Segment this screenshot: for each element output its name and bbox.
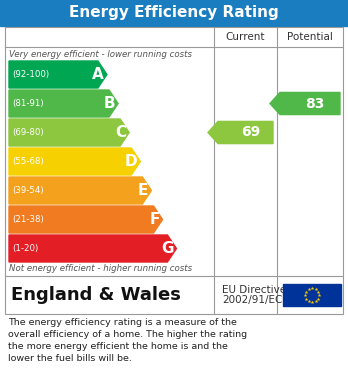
- Text: (1-20): (1-20): [12, 244, 38, 253]
- Text: Very energy efficient - lower running costs: Very energy efficient - lower running co…: [9, 50, 192, 59]
- Polygon shape: [270, 92, 340, 115]
- Text: England & Wales: England & Wales: [11, 286, 181, 304]
- Polygon shape: [9, 90, 118, 117]
- Text: 83: 83: [305, 97, 325, 111]
- Text: 69: 69: [241, 126, 260, 140]
- Polygon shape: [9, 206, 163, 233]
- Text: F: F: [149, 212, 159, 227]
- Text: A: A: [92, 67, 104, 82]
- Text: (55-68): (55-68): [12, 157, 44, 166]
- Text: C: C: [115, 125, 126, 140]
- Polygon shape: [9, 61, 107, 88]
- Text: (21-38): (21-38): [12, 215, 44, 224]
- Text: (92-100): (92-100): [12, 70, 49, 79]
- Text: 2002/91/EC: 2002/91/EC: [222, 295, 282, 305]
- Polygon shape: [9, 119, 129, 146]
- Bar: [0, 0, 348, 26]
- Bar: [5, 27, 343, 314]
- Text: Not energy efficient - higher running costs: Not energy efficient - higher running co…: [9, 264, 192, 273]
- Text: (39-54): (39-54): [12, 186, 44, 195]
- Text: E: E: [138, 183, 148, 198]
- Text: EU Directive: EU Directive: [222, 285, 286, 295]
- Text: Current: Current: [226, 32, 265, 42]
- Text: Energy Efficiency Rating: Energy Efficiency Rating: [69, 5, 279, 20]
- Text: (69-80): (69-80): [12, 128, 44, 137]
- Polygon shape: [9, 177, 151, 204]
- Text: G: G: [161, 241, 173, 256]
- Text: D: D: [125, 154, 137, 169]
- Text: Potential: Potential: [287, 32, 333, 42]
- Text: B: B: [103, 96, 115, 111]
- Polygon shape: [208, 122, 273, 143]
- Text: (81-91): (81-91): [12, 99, 44, 108]
- Text: The energy efficiency rating is a measure of the
overall efficiency of a home. T: The energy efficiency rating is a measur…: [8, 318, 247, 364]
- Polygon shape: [9, 235, 176, 262]
- Bar: [283, 284, 341, 306]
- Polygon shape: [9, 148, 140, 175]
